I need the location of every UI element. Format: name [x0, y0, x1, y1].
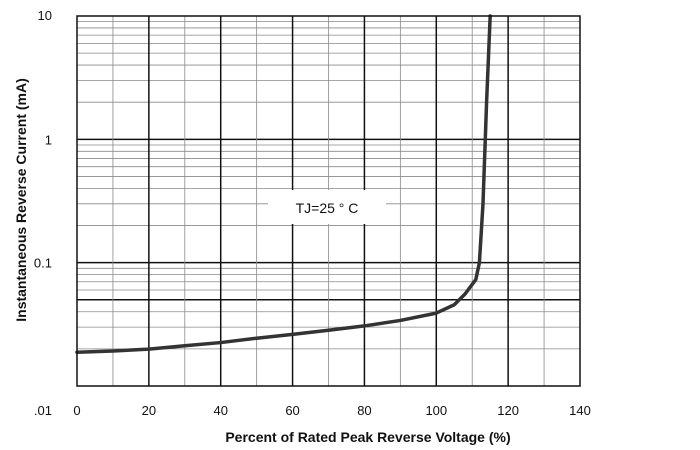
x-tick-label: 140 — [569, 403, 591, 418]
tick-labels: 0 20 40 60 80 100 120 140 .01 0.1 1 10 — [34, 8, 591, 418]
y-axis-title: Instantaneous Reverse Current (mA) — [13, 78, 29, 322]
x-tick-label: 100 — [425, 403, 447, 418]
x-tick-label: 20 — [142, 403, 156, 418]
x-tick-label: 0 — [73, 403, 80, 418]
x-tick-label: 120 — [497, 403, 519, 418]
y-tick-label: 1 — [45, 132, 52, 147]
y-tick-label: 10 — [38, 8, 52, 23]
series-line — [75, 14, 492, 354]
x-tick-label: 40 — [213, 403, 227, 418]
grid — [77, 16, 580, 386]
x-axis-title: Percent of Rated Peak Reverse Voltage (%… — [225, 429, 510, 445]
y-tick-label: .01 — [34, 403, 52, 418]
annotation-layer: TJ=25 ° C — [268, 190, 386, 224]
annotation-text: TJ=25 ° C — [296, 200, 359, 216]
x-tick-label: 60 — [285, 403, 299, 418]
y-tick-label: 0.1 — [34, 256, 52, 271]
x-tick-label: 80 — [357, 403, 371, 418]
plot-frame — [76, 15, 581, 387]
series-layer — [75, 14, 492, 354]
annotation-box — [268, 190, 386, 224]
